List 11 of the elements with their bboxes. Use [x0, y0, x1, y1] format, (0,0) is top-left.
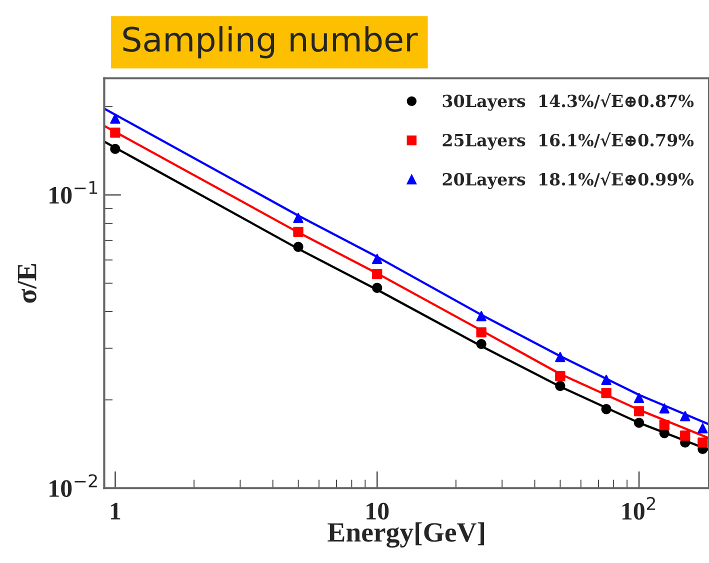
legend-label: 25Layers 16.1%/√E⊕0.79% [442, 132, 694, 150]
y-tick-label: 10$^{−2}$ [50, 474, 97, 498]
y-tick-label: 10$^{−1}$ [50, 181, 98, 204]
y-axis-title: σ/E [18, 264, 36, 303]
x-tick-label: 1 [110, 502, 120, 520]
x-tick-label: 10$^{2}$ [622, 496, 656, 520]
x-tick-label: 10 [366, 502, 389, 520]
x-axis-title: Energy[GeV] [328, 522, 484, 548]
legend-label: 20Layers 18.1%/√E⊕0.99% [442, 172, 694, 190]
chart-title: Sampling number [123, 26, 418, 58]
legend-label: 30Layers 14.3%/√E⊕0.87% [442, 93, 694, 111]
